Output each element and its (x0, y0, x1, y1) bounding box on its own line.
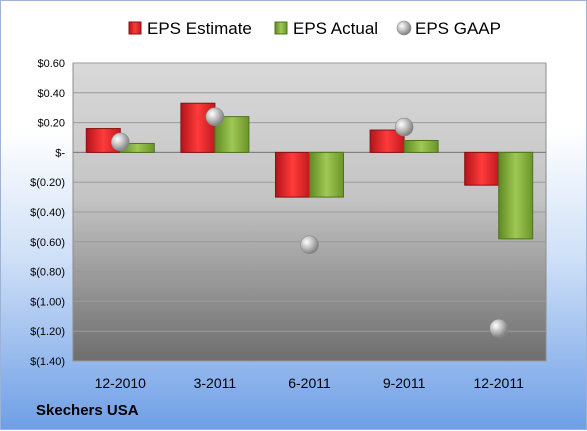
y-tick-label: $0.40 (37, 88, 65, 100)
point-eps-gaap (489, 318, 509, 338)
bars (85, 102, 534, 240)
y-tick-label: $0.60 (37, 58, 65, 70)
bar-eps-actual (403, 139, 439, 153)
x-tick-label: 12-2011 (474, 375, 525, 391)
legend: EPS Estimate EPS Actual EPS GAAP (128, 19, 501, 38)
y-tick-label: $(1.20) (30, 326, 65, 338)
y-tick-label: $(0.20) (30, 177, 65, 189)
bar-eps-estimate (275, 151, 310, 198)
x-tick-label: 6-2011 (288, 375, 331, 391)
bar-eps-estimate (464, 151, 500, 186)
y-axis-tick-labels: $0.60 $0.40 $0.20 $- $(0.20) $(0.40) $(0.60) $(… (30, 58, 65, 368)
y-tick-label: $(0.60) (30, 237, 65, 249)
point-eps-gaap (205, 107, 225, 126)
bar-eps-actual (309, 151, 344, 198)
legend-label: EPS Estimate (147, 19, 252, 38)
legend-label: EPS GAAP (415, 19, 501, 38)
x-tick-label: 12-2010 (95, 375, 147, 391)
y-tick-label: $0.20 (37, 118, 65, 130)
y-tick-label: $(1.00) (30, 296, 65, 308)
y-tick-label: $(1.40) (30, 356, 65, 368)
gridlines (73, 62, 546, 362)
y-tick-label: $(0.40) (30, 207, 65, 219)
y-tick-label: $(0.80) (30, 267, 65, 279)
legend-label: EPS Actual (293, 19, 378, 38)
legend-swatch (128, 21, 142, 35)
point-eps-gaap (300, 235, 319, 255)
x-tick-label: 9-2011 (383, 375, 426, 391)
point-eps-gaap (394, 117, 414, 137)
gaap-points (111, 107, 509, 338)
y-tick-label: $- (55, 147, 65, 159)
x-axis-tick-labels: 12-2010 3-2011 6-2011 9-2011 12-2011 (95, 375, 524, 391)
legend-swatch (396, 20, 412, 36)
company-name: Skechers USA (36, 402, 139, 419)
legend-swatch (274, 21, 288, 35)
bar-eps-actual (498, 151, 534, 240)
point-eps-gaap (111, 132, 130, 152)
x-tick-label: 3-2011 (194, 375, 237, 391)
